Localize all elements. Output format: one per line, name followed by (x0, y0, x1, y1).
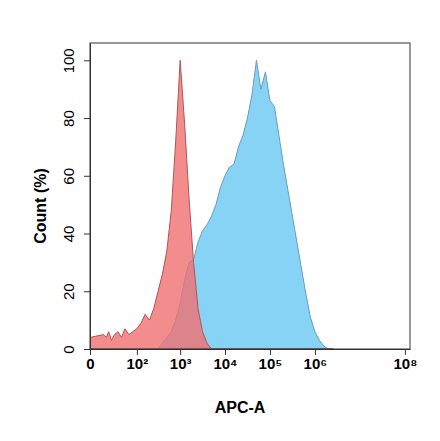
x-tick-label: 10⁶ (304, 355, 328, 372)
y-tick-label: 0 (60, 345, 77, 353)
x-tick: 10⁴ (213, 349, 237, 372)
y-tick-mark (84, 234, 90, 235)
x-tick-label: 0 (86, 355, 94, 372)
y-tick-mark (84, 176, 90, 177)
x-tick-label: 10⁵ (259, 355, 283, 372)
y-tick-mark (84, 60, 90, 61)
y-tick: 60 (60, 168, 90, 185)
y-tick-label: 20 (60, 283, 77, 300)
y-tick: 0 (60, 345, 90, 353)
x-tick-label: 10² (127, 355, 149, 372)
y-tick-label: 100 (60, 48, 77, 73)
y-axis: 0 20 40 60 80 100 (60, 44, 91, 354)
plot-frame (90, 43, 410, 349)
y-axis-title: Count (%) (32, 168, 49, 244)
x-axis-title: APC-A (215, 399, 266, 416)
y-axis-line (90, 44, 91, 350)
x-tick-label: 10³ (170, 355, 192, 372)
x-tick-label: 10⁴ (213, 355, 237, 372)
x-tick: 10² (127, 349, 149, 372)
y-tick-mark (84, 291, 90, 292)
y-tick: 40 (60, 226, 90, 243)
x-tick: 10⁶ (304, 349, 328, 372)
y-tick: 100 (60, 48, 90, 73)
x-axis-line (91, 349, 411, 350)
x-tick: 10³ (170, 349, 192, 372)
x-tick: 0 (86, 349, 94, 372)
x-tick-label: 10⁸ (393, 355, 417, 372)
y-tick-mark (84, 118, 90, 119)
x-tick: 10⁵ (259, 349, 283, 372)
y-tick: 80 (60, 110, 90, 127)
plot-area (90, 60, 333, 349)
y-tick-mark (84, 349, 90, 350)
y-tick-label: 80 (60, 110, 77, 127)
histogram-area (90, 60, 333, 349)
y-tick: 20 (60, 283, 90, 300)
histogram-area (90, 60, 333, 349)
x-tick: 10⁸ (393, 349, 417, 372)
x-axis: 0 10² 10³ 10⁴ 10⁵ 10⁶ 10⁸ (86, 349, 417, 372)
chart: 0 10² 10³ 10⁴ 10⁵ 10⁶ 10⁸ 0 20 40 60 80 100 APC-A Coun… (0, 0, 440, 441)
y-tick-label: 60 (60, 168, 77, 185)
y-tick-label: 40 (60, 226, 77, 243)
